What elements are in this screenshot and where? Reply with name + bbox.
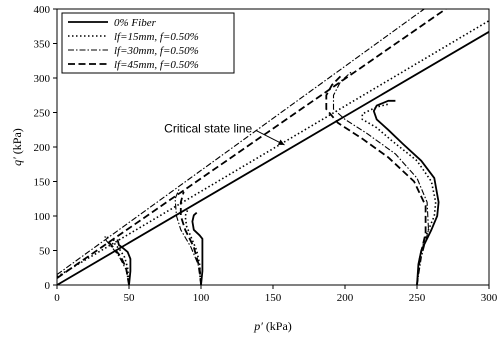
- legend-label-3: lf=30mm, f=0.50%: [114, 45, 199, 57]
- y-tick-label: 150: [34, 177, 51, 189]
- legend-label-4: lf=45mm, f=0.50%: [114, 59, 199, 71]
- annotation-group: Critical state line: [164, 122, 285, 146]
- series-4-line-3: [179, 191, 202, 285]
- x-axis-unit: (kPa): [263, 319, 292, 333]
- series-2-line-4: [361, 103, 437, 285]
- series-4-line-4: [325, 73, 427, 285]
- series-2-line-3: [184, 208, 202, 285]
- series-3-line-4: [332, 70, 430, 285]
- series-3-line-1: [57, 9, 425, 276]
- x-tick-label: 150: [265, 292, 282, 304]
- x-tick-label: 250: [409, 292, 426, 304]
- series-1-line-2: [116, 239, 132, 285]
- x-tick-label: 100: [193, 292, 210, 304]
- x-tick-label: 0: [54, 292, 60, 304]
- y-tick-label: 250: [34, 108, 51, 120]
- y-axis-unit: (kPa): [10, 128, 24, 157]
- y-axis-label: q′ (kPa): [10, 128, 24, 166]
- series-1-line-1: [57, 31, 489, 285]
- y-tick-label: 200: [34, 142, 51, 154]
- x-tick-label: 300: [481, 292, 498, 304]
- annotation-arrowhead: [277, 139, 285, 145]
- x-axis-label: p′ (kPa): [253, 319, 292, 333]
- y-tick-label: 400: [34, 4, 51, 16]
- x-tick-label: 50: [124, 292, 136, 304]
- y-tick-label: 350: [34, 39, 51, 51]
- legend-box: [61, 12, 235, 74]
- legend-label-1: 0% Fiber: [114, 17, 157, 29]
- series-4-line-1: [57, 9, 447, 279]
- series-1-line-3: [191, 211, 204, 285]
- y-tick-label: 0: [45, 280, 51, 292]
- x-axis-symbol: p′: [253, 319, 263, 333]
- y-axis-symbol: q′: [10, 157, 24, 166]
- series-2-line-2: [112, 237, 130, 285]
- y-tick-label: 50: [39, 246, 51, 258]
- critical-state-line-label: Critical state line: [164, 122, 252, 136]
- series-1-line-4: [372, 99, 440, 285]
- y-tick-label: 300: [34, 73, 51, 85]
- series-4-line-2: [106, 236, 130, 285]
- legend-label-2: lf=15mm, f=0.50%: [114, 31, 199, 43]
- series-clip: [57, 9, 489, 285]
- series-group: [57, 9, 489, 285]
- axis-labels: p′ (kPa)q′ (kPa): [10, 128, 292, 333]
- legend: 0% Fiber lf=15mm, f=0.50% lf=30mm, f=0.50%…: [61, 12, 235, 74]
- ticks: 0 50 100 150 200 250 300 0 50 100 150 200 250 300 350 4…: [34, 4, 498, 304]
- x-tick-label: 200: [337, 292, 354, 304]
- y-tick-label: 100: [34, 211, 51, 223]
